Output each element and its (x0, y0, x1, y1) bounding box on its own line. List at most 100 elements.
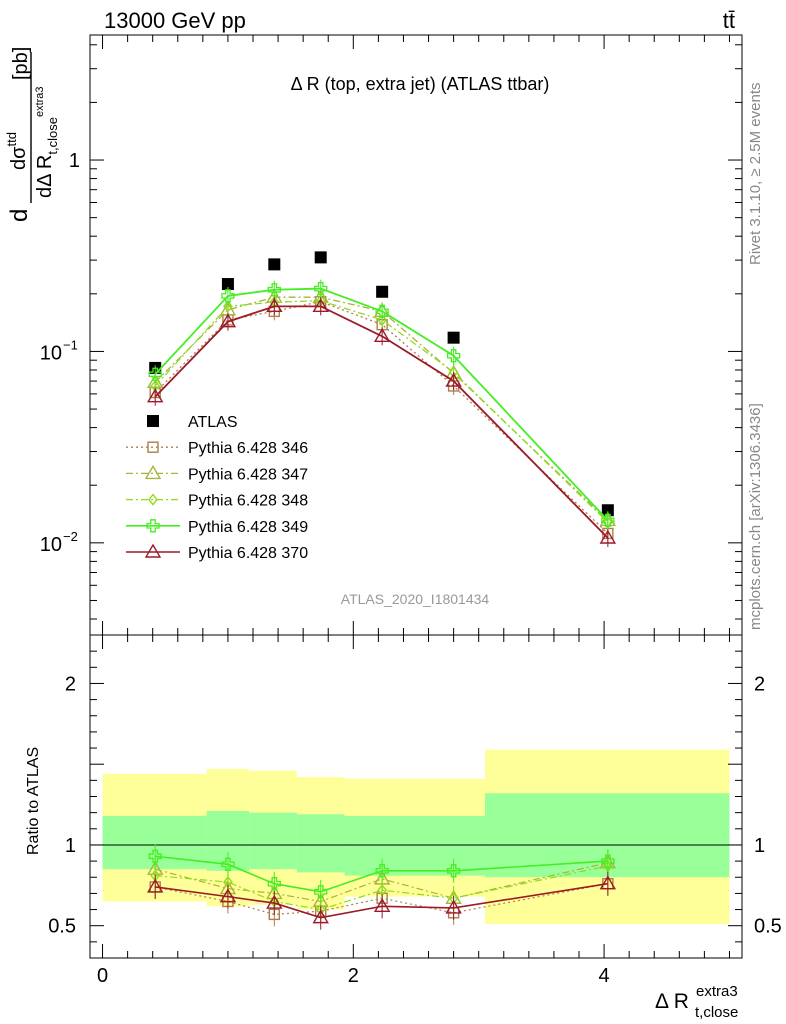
legend-label: Pythia 6.428 347 (188, 466, 308, 483)
legend-marker (148, 493, 158, 506)
analysis-label: ATLAS_2020_I1801434 (341, 591, 490, 607)
uncertainty-band-green (344, 815, 485, 876)
data-point (376, 285, 389, 298)
ratio-y-axis-label: Ratio to ATLAS (25, 747, 42, 855)
data-point (599, 529, 617, 544)
legend-item: Pythia 6.428 349 (126, 519, 308, 536)
data-point (377, 313, 388, 327)
legend-item: Pythia 6.428 347 (126, 465, 308, 483)
series-pythia-6-428-370 (146, 297, 617, 547)
data-point (268, 258, 281, 271)
ratio-point (446, 864, 461, 878)
ratio-point (312, 909, 329, 924)
legend-item: Pythia 6.428 348 (126, 493, 308, 510)
data-point (148, 367, 162, 381)
main-y-tick-label: 1 (69, 150, 80, 172)
data-point (601, 513, 615, 528)
data-point (221, 289, 235, 303)
ratio-plot-area (146, 844, 617, 930)
data-point (375, 304, 389, 318)
data-point (267, 283, 281, 297)
ratio-x-axis: 0 2 4 (97, 635, 730, 987)
ratio-y-tick-label-right: 0.5 (754, 916, 782, 938)
ratio-point (266, 894, 283, 909)
svg-text:dσttd: dσttd (4, 132, 30, 170)
x-tick-label: 0 (97, 965, 108, 987)
main-y-tick-label: 10 (40, 534, 62, 556)
ratio-y-axis: 0.5 0.5 1 1 2 2 (48, 634, 782, 943)
rivet-version-label: Rivet 3.1.10, ≥ 2.5M events (747, 83, 764, 266)
process-label: tt̄ (723, 8, 735, 33)
legend-item: ATLAS (147, 414, 238, 431)
x-tick-label: 2 (348, 965, 359, 987)
svg-text:extra3: extra3 (696, 983, 738, 1000)
main-y-axis: 10 −210 −11 (40, 44, 742, 620)
data-point (266, 297, 283, 313)
data-point (314, 251, 327, 264)
main-y-tick-label: 10 (40, 342, 62, 364)
data-point (447, 331, 460, 344)
main-plot-area (146, 251, 617, 547)
svg-text:dΔ Rt,closeextra3: dΔ Rt,closeextra3 (34, 86, 60, 198)
ratio-y-tick-label: 2 (65, 673, 76, 695)
data-point (373, 327, 391, 342)
data-point (146, 388, 164, 403)
x-tick-label: 4 (599, 965, 610, 987)
ratio-uncertainty-bands (90, 749, 742, 925)
legend-marker (144, 465, 162, 480)
ratio-point (601, 854, 615, 868)
x-axis-label: Δ R t,close extra3 (655, 983, 738, 1021)
mcplots-label: mcplots.cern.ch [arXiv:1306.3436] (747, 403, 764, 630)
ratio-point (267, 877, 281, 891)
series-atlas (149, 251, 614, 517)
ratio-point (221, 857, 235, 871)
svg-text:[pb]: [pb] (10, 47, 32, 80)
svg-text:d: d (6, 209, 33, 222)
data-point (223, 300, 233, 313)
data-point (601, 504, 614, 517)
ratio-y-tick-label: 1 (65, 835, 76, 857)
ratio-point (375, 864, 389, 878)
data-point (445, 372, 462, 387)
ratio-point (219, 888, 237, 903)
svg-text:Δ R: Δ R (655, 990, 689, 1013)
legend-item: Pythia 6.428 370 (126, 543, 308, 562)
legend-marker (144, 543, 162, 558)
ratio-point (373, 897, 391, 913)
legend: ATLAS Pythia 6.428 346 Pythia 6.428 347 Pyt… (126, 414, 308, 562)
data-point (219, 313, 237, 328)
data-point (221, 278, 234, 291)
legend-label: ATLAS (188, 414, 238, 431)
series-pythia-6-428-349 (148, 279, 615, 530)
ratio-y-tick-label-right: 2 (754, 673, 765, 695)
ratio-point (314, 885, 328, 899)
legend-item: Pythia 6.428 346 (126, 440, 308, 457)
uncertainty-band-green (484, 793, 730, 878)
energy-label: 13000 GeV pp (104, 8, 246, 33)
uncertainty-band-green (249, 812, 297, 870)
ratio-series-pythia-6-428-349 (148, 844, 615, 904)
ratio-point (146, 878, 164, 893)
series-line (154, 300, 609, 523)
ratio-y-tick-label-right: 1 (754, 835, 765, 857)
chart-title: Δ R (top, extra jet) (ATLAS ttbar) (291, 74, 550, 94)
ratio-point (445, 899, 462, 914)
main-y-axis-label: d dσttd dΔ Rt,closeextra3 [pb] (4, 47, 60, 222)
legend-label: Pythia 6.428 348 (188, 493, 308, 510)
ratio-y-tick-label: 0.5 (48, 916, 76, 938)
main-y-tick-exponent: −2 (63, 529, 78, 544)
ratio-point (148, 849, 162, 863)
data-point (446, 349, 461, 363)
ratio-point (599, 875, 617, 890)
legend-marker (147, 441, 159, 453)
legend-label: Pythia 6.428 349 (188, 519, 308, 536)
data-point (312, 297, 329, 313)
legend-label: Pythia 6.428 370 (188, 545, 308, 562)
uncertainty-band-green (296, 814, 345, 873)
legend-marker (146, 519, 160, 533)
main-y-tick-exponent: −1 (63, 337, 78, 352)
legend-marker (147, 415, 159, 427)
main-x-ticks (102, 35, 730, 635)
data-point (314, 281, 328, 296)
